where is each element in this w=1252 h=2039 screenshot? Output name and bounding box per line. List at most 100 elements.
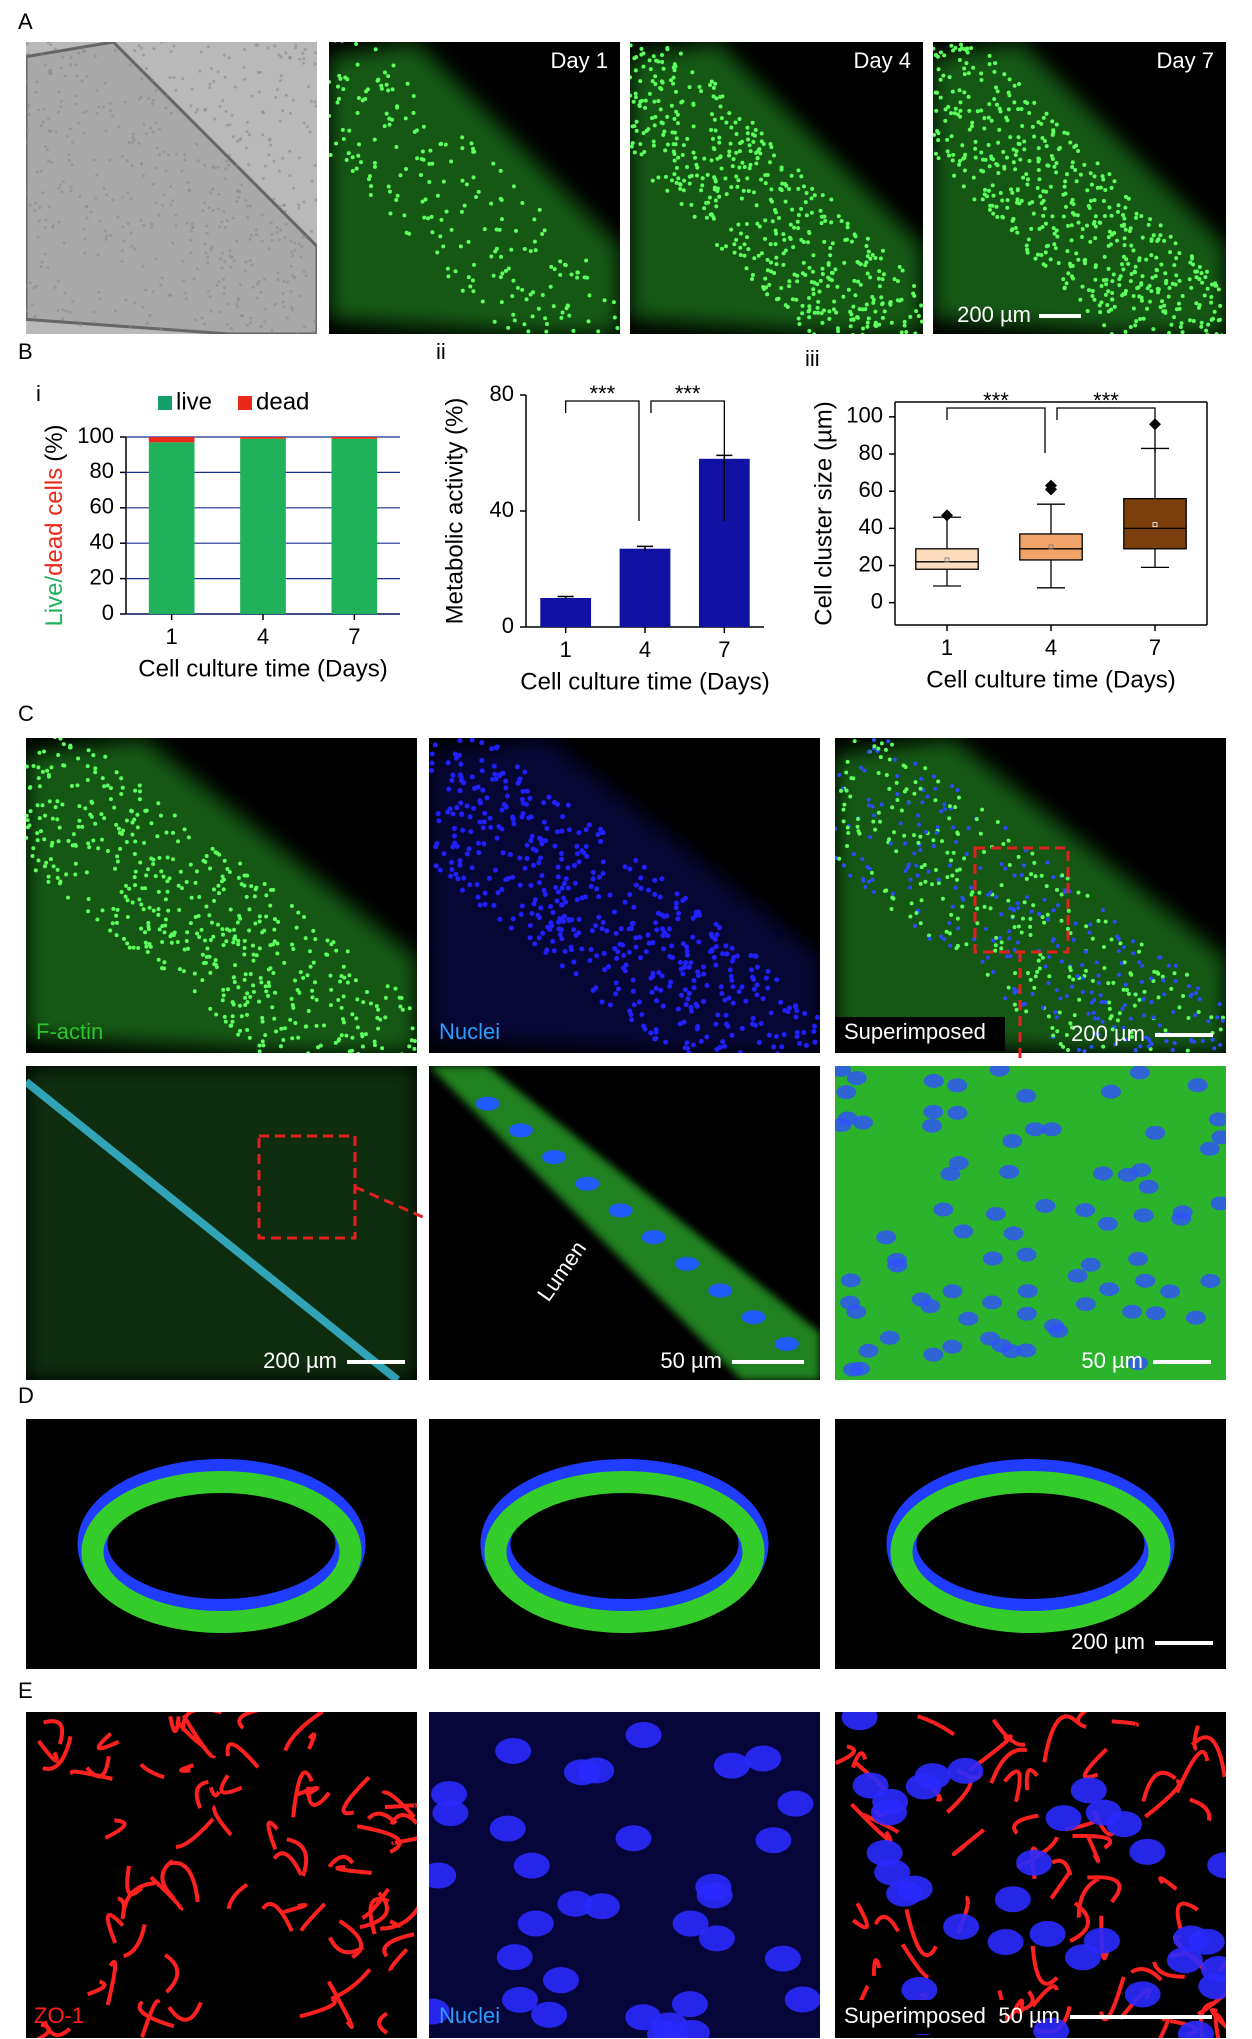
cell [903,868,908,873]
cell [606,421,610,425]
cell [154,89,158,93]
cell [745,131,750,136]
cell [999,940,1004,945]
cell [917,413,921,417]
junction [1190,1735,1226,1778]
cell [140,46,144,50]
cell [590,869,596,875]
cell [43,63,47,67]
cell [445,266,450,271]
cell [1118,941,1123,946]
cell [47,159,51,163]
cell [780,181,785,186]
cell [1216,318,1221,323]
cell [1158,305,1163,310]
cell [394,144,399,149]
cell [1092,297,1097,302]
cell [544,329,549,334]
cell [1204,269,1209,274]
cell [994,161,999,166]
cell [217,852,222,857]
cell [631,1002,637,1008]
cell [971,65,976,70]
cell [513,228,518,233]
cell [409,1038,414,1043]
nucleus [429,1862,457,1889]
cell [71,300,75,304]
cell [962,90,967,95]
cell [1093,277,1098,282]
cell [53,738,57,740]
cell [59,99,63,103]
cell [250,94,254,98]
junction [951,1828,986,1857]
cell [477,819,483,825]
cell [500,770,506,776]
cell [879,295,884,300]
cell [40,260,44,264]
cell [268,903,273,908]
junction [1072,1833,1113,1850]
cell [208,295,212,299]
cell [756,1039,762,1045]
cell [120,249,124,253]
nucleus [842,1362,863,1377]
cell [510,916,516,922]
cell [242,977,247,982]
cell [405,81,410,86]
cell [144,132,148,136]
cell [1112,919,1117,924]
cell [340,1017,345,1022]
cell [49,726,53,730]
cell [204,251,208,255]
nucleus [429,1998,450,2025]
cell [370,1061,374,1065]
cell [559,856,565,862]
cell [37,784,42,789]
cell [43,226,47,230]
image-content [329,42,620,425]
cell [1199,320,1204,325]
cell [1065,223,1070,228]
nucleus [999,1164,1020,1179]
cell [390,117,395,122]
cell [84,110,88,114]
cell [82,131,86,135]
cell [851,852,856,857]
cell [1046,981,1051,986]
cell [133,883,138,888]
cell [901,341,905,345]
cell [729,227,734,232]
cell [966,94,971,99]
cell [246,216,250,220]
cell [800,303,805,308]
cell [53,714,57,718]
cell [973,146,978,151]
cell [549,264,554,269]
cell [344,158,349,163]
cell [565,865,571,871]
box [1123,497,1187,550]
cell [333,1040,338,1045]
cell [1189,1038,1194,1043]
cell [803,272,808,277]
cell [782,237,787,242]
cell [1071,977,1076,982]
cell [1117,277,1122,282]
cell [1140,964,1145,969]
cell [242,938,247,943]
cell [769,187,774,192]
cell [116,125,120,129]
cell [651,143,656,148]
cell [774,255,779,260]
cell [171,241,175,245]
cell [677,181,682,186]
cell [203,163,207,167]
cell [888,364,892,368]
cell [192,989,197,994]
cell [324,952,329,957]
cell [221,887,226,892]
cell [181,77,185,81]
cell [27,113,31,117]
